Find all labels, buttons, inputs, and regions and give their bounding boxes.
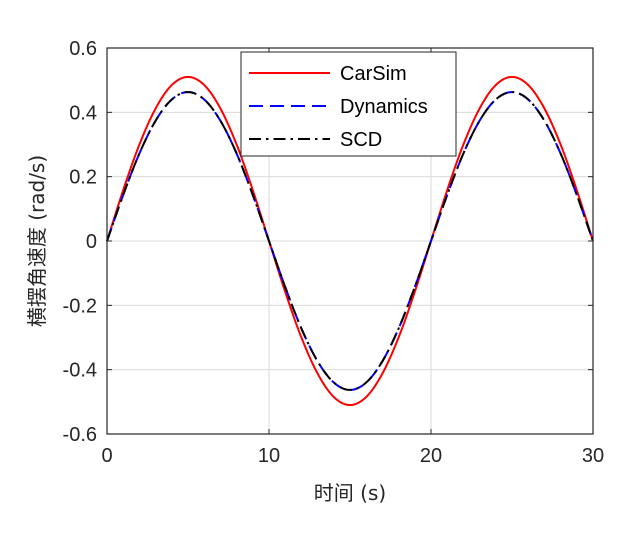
y-tick-label-0-4: -0.4 — [63, 360, 97, 382]
series-point-carsim — [171, 84, 173, 86]
x-tick-label-10: 10 — [258, 445, 280, 467]
series-point-scd — [543, 120, 545, 122]
series-point-carsim — [187, 76, 189, 78]
series-point-scd — [576, 194, 578, 196]
y-tick-label-0-4: 0.4 — [69, 102, 97, 124]
x-axis-label: 时间 (s) — [314, 481, 386, 505]
series-point-scd — [171, 98, 173, 100]
series-point-scd — [268, 240, 270, 242]
series-point-carsim — [560, 144, 562, 146]
series-point-carsim — [365, 396, 367, 398]
legend: CarSim Dynamics SCD — [240, 51, 457, 157]
series-point-carsim — [479, 107, 481, 109]
legend-label-carsim: CarSim — [340, 63, 407, 85]
series-point-scd — [398, 327, 400, 329]
series-point-carsim — [300, 337, 302, 339]
series-point-carsim — [543, 107, 545, 109]
series-point-scd — [203, 98, 205, 100]
series-point-scd — [252, 194, 254, 196]
series-point-scd — [430, 240, 432, 242]
y-tick-label-0-6: 0.6 — [69, 38, 97, 60]
series-point-scd — [333, 382, 335, 384]
series-point-scd — [155, 120, 157, 122]
y-tick-label-0: 0 — [86, 231, 97, 253]
series-point-scd — [236, 153, 238, 155]
y-tick-label-0-2: -0.2 — [63, 295, 97, 317]
series-point-scd — [300, 327, 302, 329]
series-point-carsim — [349, 404, 351, 406]
series-point-scd — [495, 98, 497, 100]
series-point-scd — [560, 153, 562, 155]
series-point-carsim — [138, 144, 140, 146]
y-axis-label: 横摆角速度 (rad/s) — [25, 155, 49, 327]
series-point-carsim — [219, 107, 221, 109]
series-point-scd — [138, 153, 140, 155]
series-point-scd — [365, 382, 367, 384]
series-point-scd — [122, 194, 124, 196]
series-line-carsim — [106, 75, 594, 407]
series-point-scd — [219, 120, 221, 122]
series-point-scd — [317, 360, 319, 362]
series-point-carsim — [527, 84, 529, 86]
series-point-carsim — [462, 144, 464, 146]
legend-label-dynamics: Dynamics — [340, 96, 428, 118]
series-point-carsim — [398, 337, 400, 339]
series-point-carsim — [236, 144, 238, 146]
x-tick-label-0: 0 — [101, 445, 112, 467]
legend-label-scd: SCD — [340, 129, 382, 151]
series-point-scd — [462, 153, 464, 155]
series-point-carsim — [511, 76, 513, 78]
series-point-carsim — [155, 107, 157, 109]
series-point-carsim — [495, 84, 497, 86]
series-point-scd — [381, 360, 383, 362]
series-point-carsim — [317, 373, 319, 375]
x-tick-label-30: 30 — [582, 445, 604, 467]
ticks: 0 10 20 30 0.6 0.4 0.2 0 -0.2 -0.4 -0.6 — [63, 38, 605, 467]
x-tick-label-20: 20 — [420, 445, 442, 467]
series-line-scd — [106, 91, 594, 391]
y-tick-label-0-6: -0.6 — [63, 424, 97, 446]
series-point-scd — [414, 286, 416, 288]
series-point-scd — [446, 194, 448, 196]
series-point-scd — [527, 98, 529, 100]
series-point-scd — [511, 91, 513, 93]
series-point-carsim — [333, 396, 335, 398]
series-point-scd — [284, 286, 286, 288]
y-tick-label-0-2: 0.2 — [69, 167, 97, 189]
series-point-scd — [479, 120, 481, 122]
series-point-carsim — [203, 84, 205, 86]
series-point-carsim — [381, 373, 383, 375]
series-point-scd — [349, 389, 351, 391]
series-layer — [106, 75, 594, 407]
series-point-scd — [187, 91, 189, 93]
